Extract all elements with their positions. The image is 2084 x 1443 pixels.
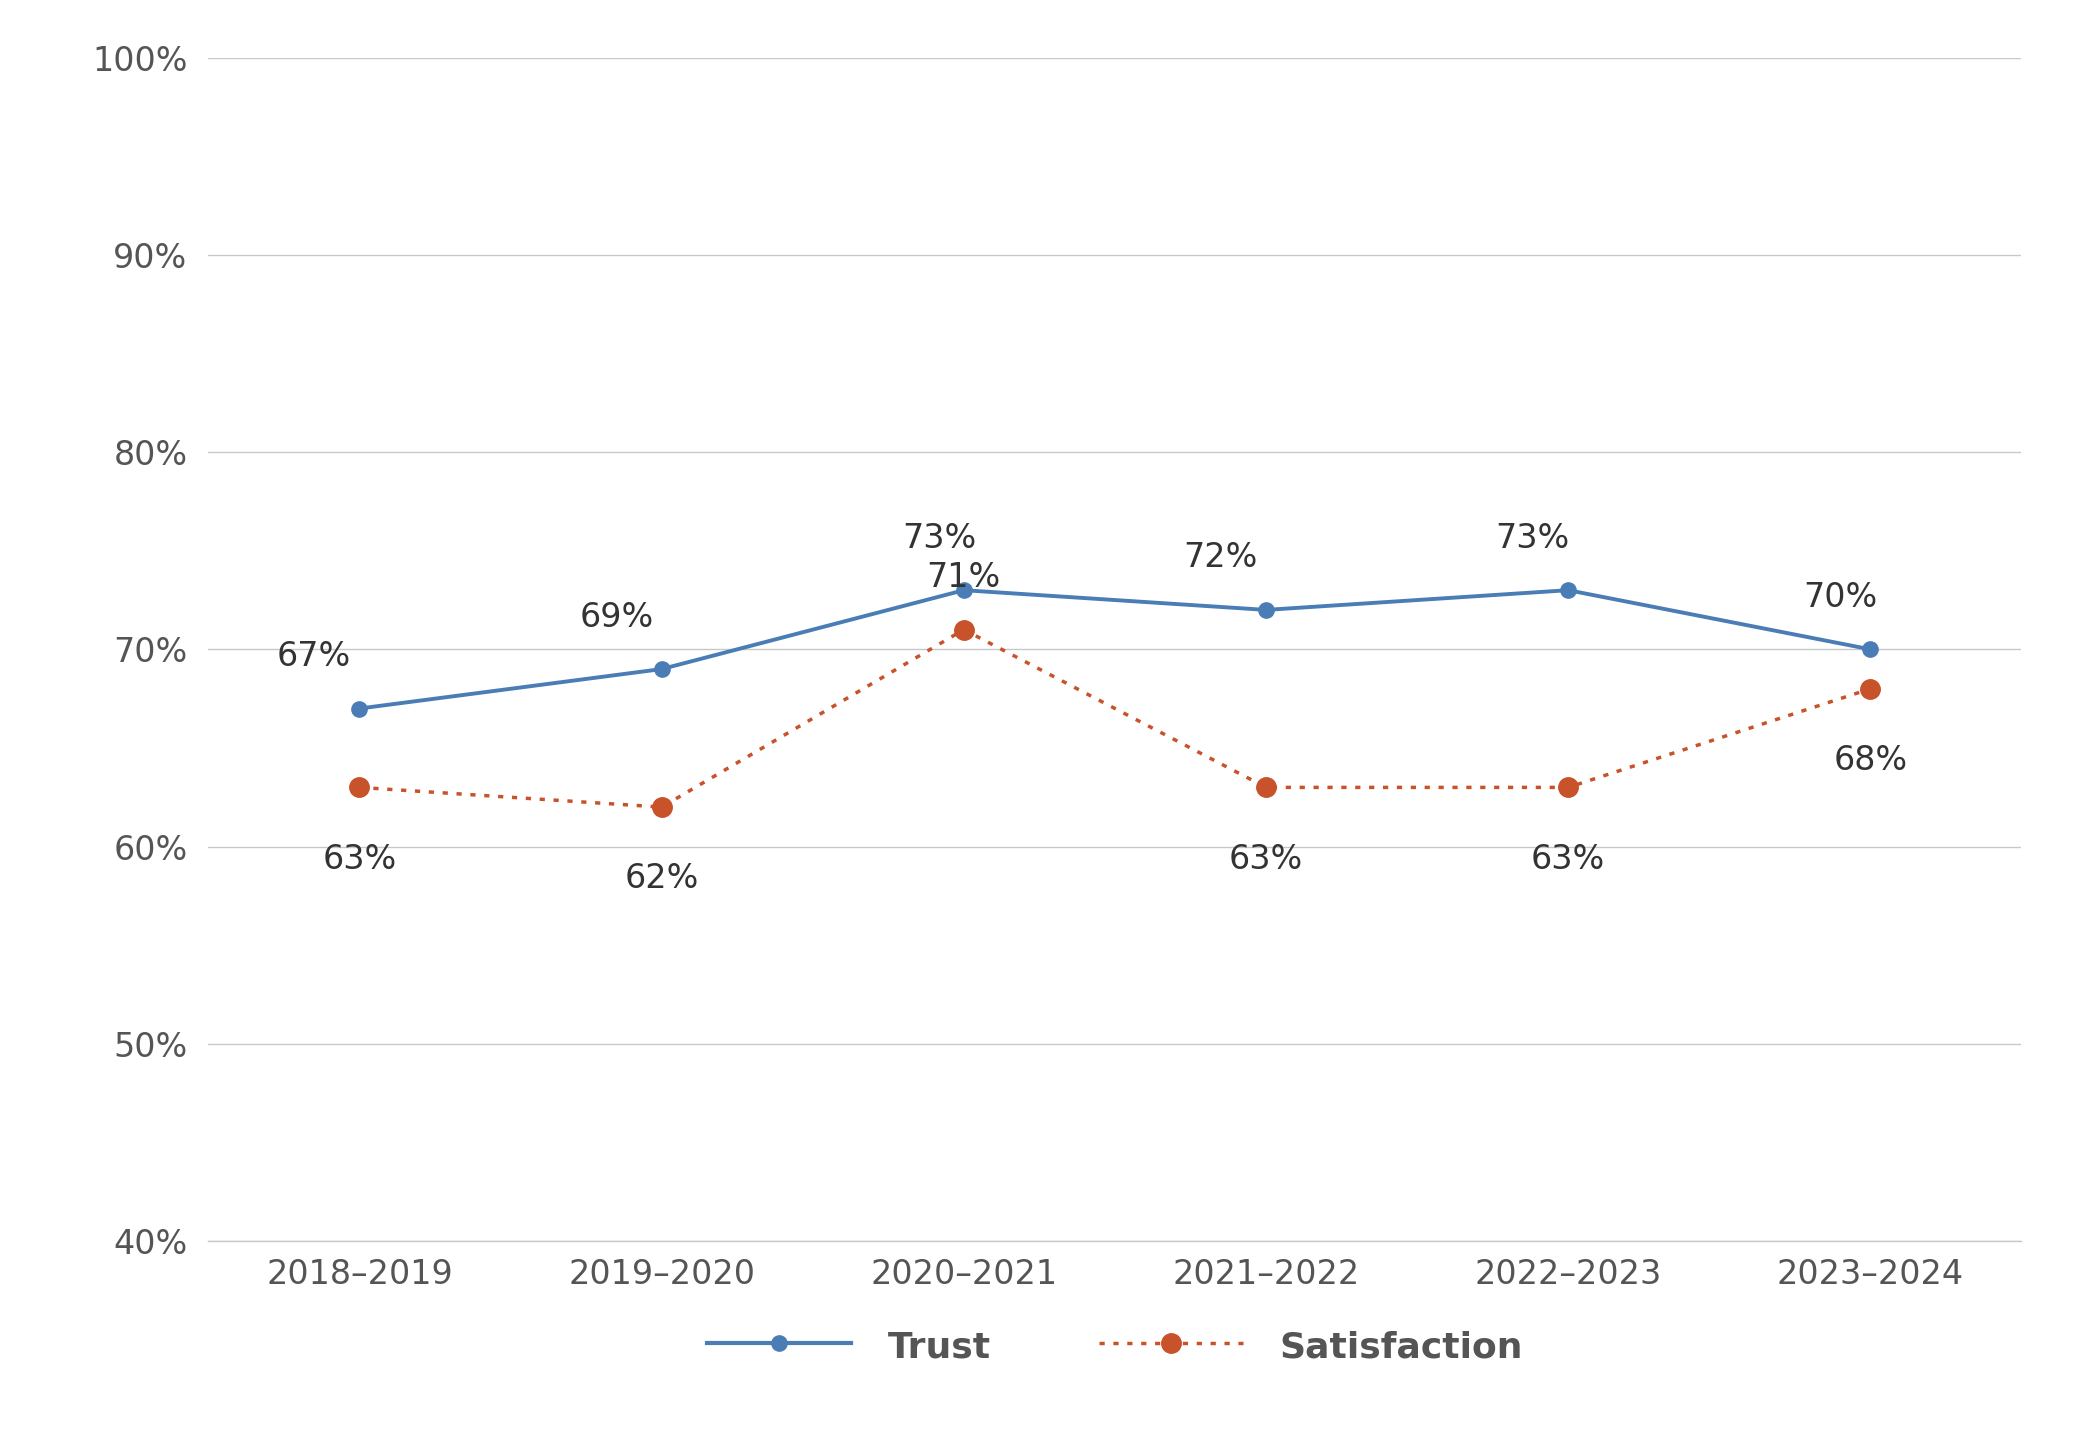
Satisfaction xyxy=(1857,680,1882,697)
Text: 69%: 69% xyxy=(579,600,654,633)
Text: 73%: 73% xyxy=(902,522,977,554)
Line: Satisfaction: Satisfaction xyxy=(350,620,1880,817)
Trust xyxy=(346,700,371,717)
Text: 70%: 70% xyxy=(1803,582,1878,613)
Satisfaction xyxy=(648,798,673,815)
Trust xyxy=(1555,582,1580,599)
Text: 67%: 67% xyxy=(277,641,352,672)
Trust xyxy=(648,661,673,678)
Text: 63%: 63% xyxy=(1532,843,1605,876)
Trust xyxy=(950,582,975,599)
Text: 63%: 63% xyxy=(1230,843,1302,876)
Text: 62%: 62% xyxy=(625,863,698,895)
Text: 63%: 63% xyxy=(323,843,396,876)
Line: Trust: Trust xyxy=(352,583,1878,716)
Satisfaction xyxy=(1555,779,1580,797)
Text: 71%: 71% xyxy=(927,561,1000,595)
Text: 73%: 73% xyxy=(1494,522,1569,554)
Legend: Trust, Satisfaction: Trust, Satisfaction xyxy=(706,1328,1523,1365)
Text: 68%: 68% xyxy=(1834,745,1907,776)
Text: 72%: 72% xyxy=(1184,541,1259,574)
Satisfaction xyxy=(1252,779,1277,797)
Trust xyxy=(1857,641,1882,658)
Satisfaction xyxy=(346,779,371,797)
Trust xyxy=(1252,602,1277,619)
Satisfaction xyxy=(950,620,975,638)
